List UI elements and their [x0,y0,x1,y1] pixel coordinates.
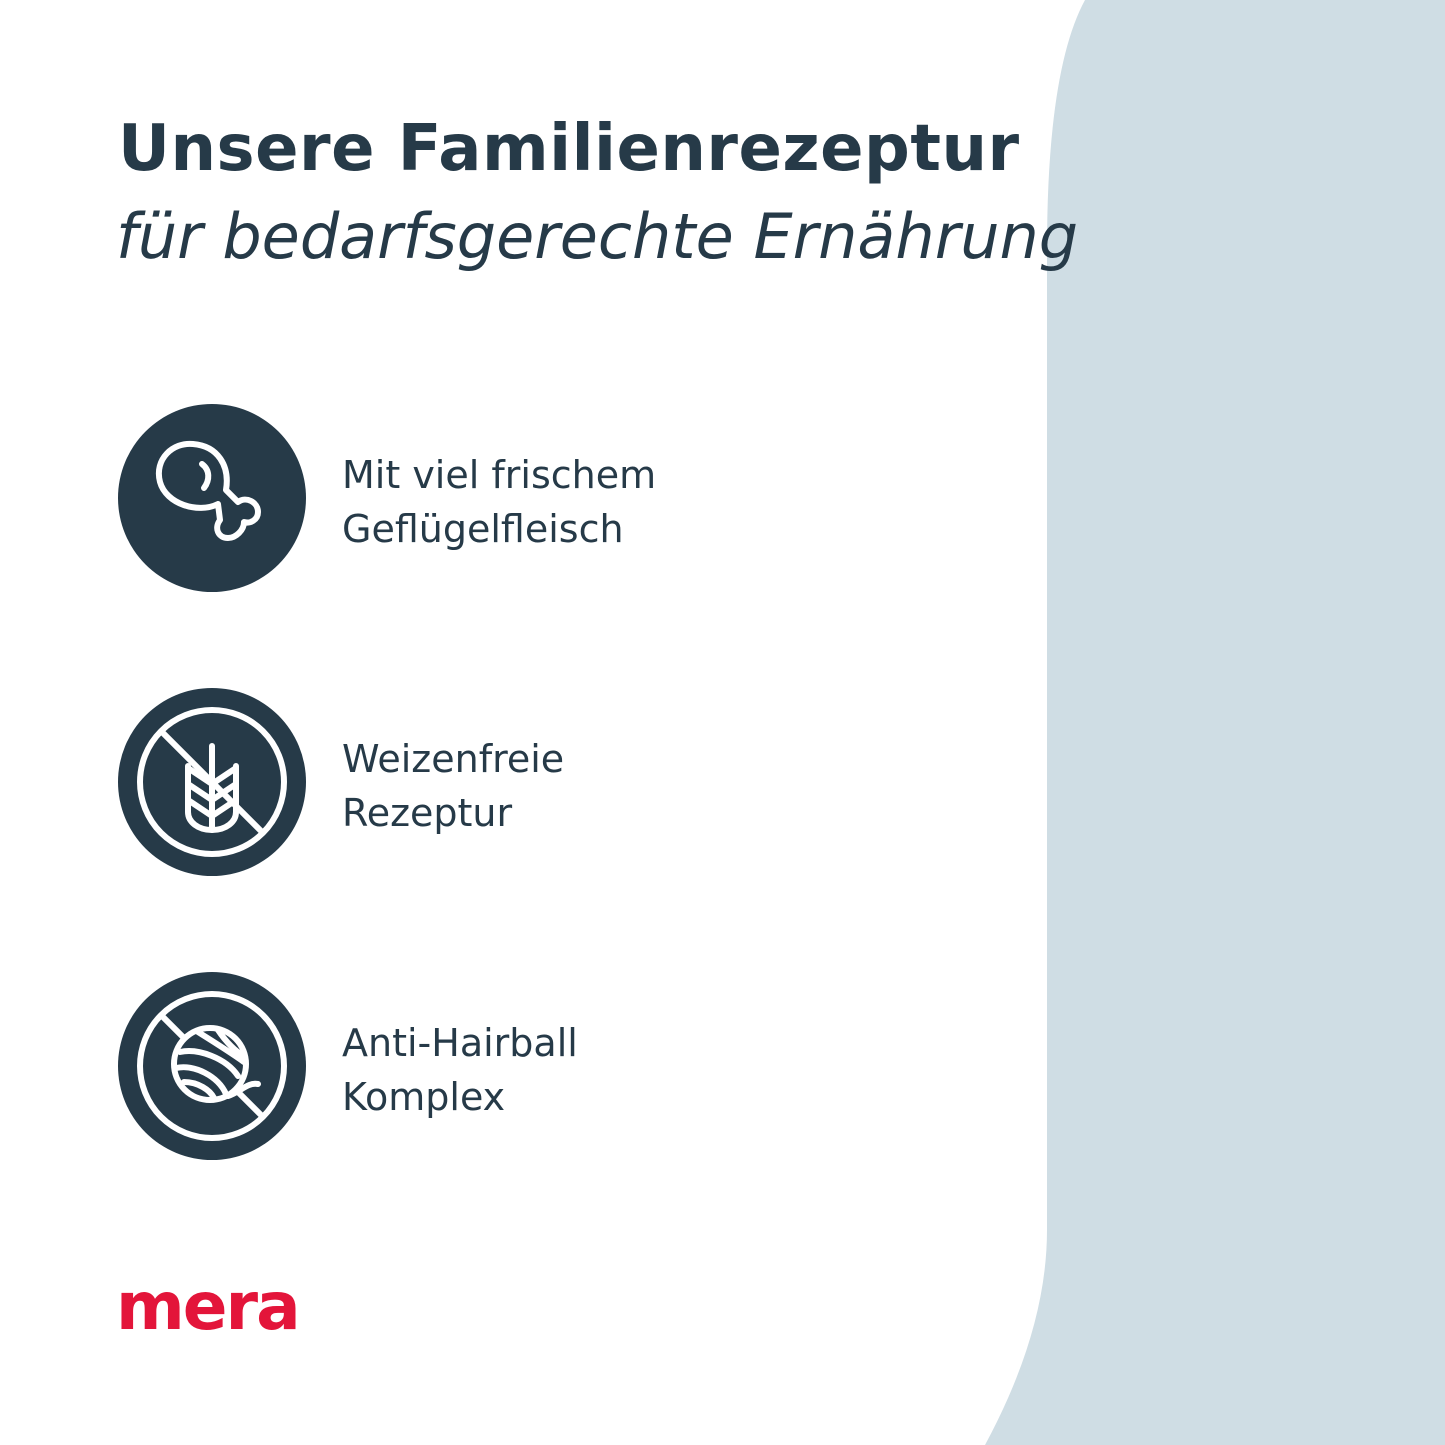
chicken-leg-icon [118,404,306,592]
feature-line-2: Komplex [342,1075,506,1119]
feature-line-2: Rezeptur [342,791,513,835]
feature-wheat-free: Weizenfreie Rezeptur [118,688,818,876]
feature-line-1: Anti-Hairball [342,1021,578,1065]
page-subtitle: für bedarfsgerechte Ernährung [116,200,1079,273]
page-title: Unsere Familienrezeptur [118,112,1020,186]
mera-logo: mera [116,1268,301,1345]
feature-line-2: Geflügelfleisch [342,507,624,551]
feature-anti-hairball: Anti-Hairball Komplex [118,972,818,1160]
feature-line-1: Weizenfreie [342,737,565,781]
no-hairball-icon [118,972,306,1160]
feature-fresh-poultry: Mit viel frischem Geflügelfleisch [118,404,818,592]
feature-line-1: Mit viel frischem [342,453,657,497]
no-wheat-icon [118,688,306,876]
